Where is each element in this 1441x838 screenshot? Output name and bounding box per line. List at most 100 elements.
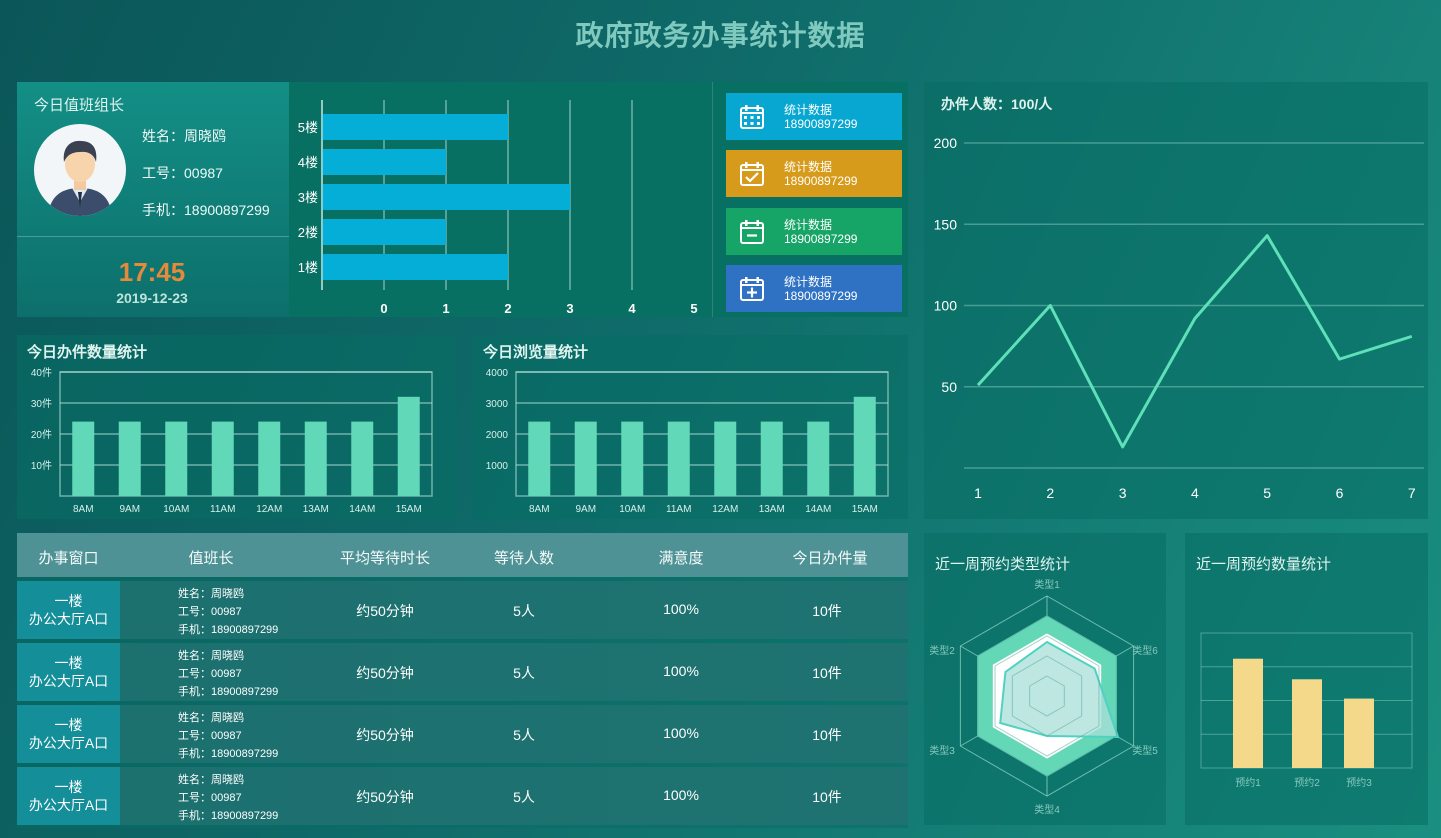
radar-axis-label: 类型1 <box>1034 578 1060 591</box>
radar-inner-ring <box>977 615 1117 777</box>
calendar-minus-icon <box>740 219 764 244</box>
table-row[interactable]: 一楼 办公大厅A口 姓名：周晓鸥 工号：00987 手机：18900897299 约50分… <box>17 581 908 639</box>
y-category-label: 4楼 <box>298 155 318 170</box>
bar <box>853 396 876 496</box>
y-tick-label: 10件 <box>31 460 52 472</box>
stat-card-4[interactable]: 统计数据 18900897299 <box>726 265 902 312</box>
bar <box>322 254 508 280</box>
x-tick-label: 2 <box>504 301 511 316</box>
x-tick-label: 12AM <box>712 504 738 515</box>
x-tick-label: 6 <box>1336 485 1344 501</box>
x-tick-label: 14AM <box>349 504 375 515</box>
x-tick-label: 5 <box>690 301 697 316</box>
window-name: 办公大厅A口 <box>28 735 109 751</box>
x-tick-label: 1 <box>974 485 982 501</box>
x-tick-label: 15AM <box>396 504 422 515</box>
wait-time-cell: 约50分钟 <box>356 665 414 681</box>
calendar-plus-icon <box>740 276 764 301</box>
x-tick-label: 13AM <box>303 504 329 515</box>
leader-id: 工号：00987 <box>178 730 242 742</box>
x-tick-label: 5 <box>1263 485 1271 501</box>
stat-card-value: 18900897299 <box>784 288 858 303</box>
wait-people-cell: 5人 <box>513 665 535 681</box>
leader-id: 工号：00987 <box>178 792 242 804</box>
bar <box>351 421 374 496</box>
window-cell: 一楼 办公大厅A口 <box>17 767 120 825</box>
radar-chart: 类型1 类型6 类型5 类型4 类型3 类型2 <box>929 578 1158 816</box>
stat-card-2[interactable]: 统计数据 18900897299 <box>726 150 902 197</box>
stat-card-label: 统计数据 <box>784 159 833 174</box>
floor-bar-chart-panel: 0 1 2 3 4 5 5楼 4楼 3楼 2楼 1楼 <box>289 82 712 317</box>
bar <box>1292 679 1322 768</box>
y-tick-label: 30件 <box>31 398 52 410</box>
leader-name: 姓名：周晓鸥 <box>178 650 244 662</box>
table-header: 办事窗口 值班长 平均等待时长 等待人数 满意度 今日办件量 <box>17 533 908 577</box>
th-satisfaction: 满意度 <box>658 550 704 567</box>
x-tick-label: 预约1 <box>1235 776 1261 789</box>
bar <box>118 421 141 496</box>
stat-card-3[interactable]: 统计数据 18900897299 <box>726 208 902 255</box>
duty-id: 工号：00987 <box>142 165 223 181</box>
stat-cards-panel: 统计数据 18900897299 统计数据 18900897299 统计数据 1890… <box>712 82 908 317</box>
y-tick-label: 200 <box>934 135 958 151</box>
x-tick-label: 3 <box>1119 485 1127 501</box>
table-row[interactable]: 一楼 办公大厅A口 姓名：周晓鸥 工号：00987 手机：18900897299 约50分… <box>17 705 908 763</box>
today-count-cell: 10件 <box>812 789 842 805</box>
x-tick-label: 10AM <box>163 504 189 515</box>
y-category-label: 2楼 <box>298 225 318 240</box>
stat-card-1[interactable]: 统计数据 18900897299 <box>726 93 902 140</box>
bar <box>322 219 446 245</box>
satisfaction-cell: 100% <box>663 601 699 617</box>
views-panel: 今日浏览量统计 1000 2000 3000 4000 8AM 9AM 10AM 11AM 12… <box>473 335 908 519</box>
th-leader: 值班长 <box>188 550 234 567</box>
people-line-title: 办件人数：100/人 <box>941 96 1053 112</box>
clock-time: 17:45 <box>118 257 186 287</box>
bar <box>72 421 95 496</box>
radar-axis-label: 类型6 <box>1132 644 1158 657</box>
x-tick-label: 11AM <box>210 504 235 515</box>
weekly-bar-panel: 近一周预约数量统计 预约1 预约2 预约3 <box>1185 533 1428 825</box>
th-wait-people: 等待人数 <box>493 550 554 567</box>
y-tick-label: 100 <box>934 298 958 314</box>
window-cell: 一楼 办公大厅A口 <box>17 705 120 763</box>
stat-card-label: 统计数据 <box>784 217 833 232</box>
wait-time-cell: 约50分钟 <box>356 727 414 743</box>
business-count-panel: 今日办件数量统计 10件 20件 30件 40件 8AM 9AM 10AM 11AM 12AM 1… <box>17 335 456 519</box>
x-tick-label: 7 <box>1408 485 1416 501</box>
radar-panel: 近一周预约类型统计 类型1 类型6 类型5 类型4 类型3 类型2 <box>924 533 1166 825</box>
bar <box>165 421 188 496</box>
leader-info: 姓名：周晓鸥 工号：00987 手机：18900897299 <box>178 647 278 701</box>
leader-id: 工号：00987 <box>178 668 242 680</box>
people-line-panel: 办件人数：100/人 50 100 150 200 1 2 3 4 5 6 7 <box>924 82 1428 519</box>
bar <box>211 421 234 496</box>
satisfaction-cell: 100% <box>663 663 699 679</box>
weekly-bar-chart: 预约1 预约2 预约3 <box>1200 632 1413 789</box>
table-row[interactable]: 一楼 办公大厅A口 姓名：周晓鸥 工号：00987 手机：18900897299 约50分… <box>17 643 908 701</box>
leader-name: 姓名：周晓鸥 <box>178 774 244 786</box>
window-name: 办公大厅A口 <box>28 797 109 813</box>
bar <box>621 421 644 496</box>
stat-card-label: 统计数据 <box>784 102 833 117</box>
views-title: 今日浏览量统计 <box>483 344 589 361</box>
bar <box>397 396 420 496</box>
stat-card-label: 统计数据 <box>784 274 833 289</box>
radar-axis-label: 类型5 <box>1132 744 1158 757</box>
today-count-cell: 10件 <box>812 727 842 743</box>
x-tick-label: 12AM <box>256 504 282 515</box>
table-row[interactable]: 一楼 办公大厅A口 姓名：周晓鸥 工号：00987 手机：18900897299 约50分… <box>17 767 908 825</box>
weekly-bar-title: 近一周预约数量统计 <box>1196 556 1332 573</box>
bar <box>1233 658 1263 768</box>
x-tick-label: 14AM <box>805 504 831 515</box>
th-today-count: 今日办件量 <box>792 550 868 567</box>
avatar <box>34 124 126 216</box>
bar <box>760 421 783 496</box>
x-tick-label: 预约2 <box>1294 776 1320 789</box>
divider <box>17 236 289 237</box>
window-floor: 一楼 <box>54 655 83 671</box>
stat-card-value: 18900897299 <box>784 116 858 131</box>
radar-inner-ring <box>1029 675 1065 717</box>
x-tick-label: 13AM <box>759 504 785 515</box>
window-floor: 一楼 <box>54 593 83 609</box>
radar-inner-ring <box>1011 655 1083 737</box>
bar <box>807 421 830 496</box>
